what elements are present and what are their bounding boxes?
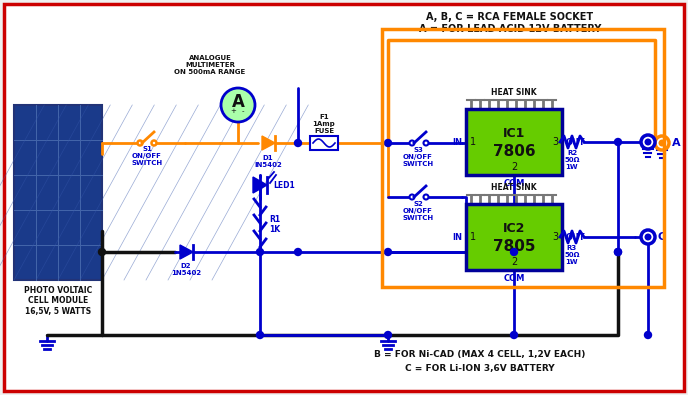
Circle shape	[385, 331, 391, 339]
Text: IN: IN	[452, 233, 462, 241]
Circle shape	[645, 233, 652, 241]
Text: S3
ON/OFF
SWITCH: S3 ON/OFF SWITCH	[402, 147, 433, 167]
Circle shape	[424, 141, 429, 145]
Text: A: A	[232, 93, 244, 111]
Text: 3: 3	[552, 137, 558, 147]
Circle shape	[645, 331, 652, 339]
Text: IC1: IC1	[503, 126, 525, 139]
Text: 2: 2	[511, 257, 517, 267]
Circle shape	[221, 88, 255, 122]
Text: 2: 2	[511, 162, 517, 172]
Text: R1
1K: R1 1K	[269, 215, 280, 234]
Circle shape	[614, 248, 621, 256]
Bar	[14, 105, 102, 280]
Bar	[382, 29, 664, 287]
Polygon shape	[180, 245, 193, 259]
Circle shape	[257, 331, 264, 339]
Circle shape	[645, 139, 652, 145]
Text: 3: 3	[552, 232, 558, 242]
Circle shape	[138, 141, 142, 145]
Text: IN: IN	[452, 137, 462, 147]
Circle shape	[641, 135, 655, 149]
Text: C: C	[658, 232, 666, 242]
Bar	[466, 204, 562, 270]
Text: -: -	[241, 108, 244, 114]
Text: LED1: LED1	[273, 181, 294, 190]
Circle shape	[294, 139, 301, 147]
Text: D1
IN5402: D1 IN5402	[254, 155, 282, 168]
Text: IC2: IC2	[503, 222, 525, 235]
Text: PHOTO VOLTAIC
CELL MODULE
16,5V, 5 WATTS: PHOTO VOLTAIC CELL MODULE 16,5V, 5 WATTS	[24, 286, 92, 316]
Text: ANALOGUE
MULTIMETER
ON 500mA RANGE: ANALOGUE MULTIMETER ON 500mA RANGE	[174, 55, 246, 75]
Circle shape	[294, 248, 301, 256]
Text: B: B	[658, 137, 667, 147]
Text: C = FOR Li-ION 3,6V BATTERY: C = FOR Li-ION 3,6V BATTERY	[405, 363, 555, 372]
Circle shape	[614, 248, 621, 256]
Text: HEAT SINK: HEAT SINK	[491, 88, 537, 97]
Text: 1: 1	[470, 232, 476, 242]
Circle shape	[257, 248, 264, 256]
Text: B = FOR Ni-CAD (MAX 4 CELL, 1,2V EACH): B = FOR Ni-CAD (MAX 4 CELL, 1,2V EACH)	[374, 350, 585, 359]
Bar	[466, 109, 562, 175]
Text: OUT: OUT	[566, 233, 585, 241]
Text: 1: 1	[470, 137, 476, 147]
Text: S2
ON/OFF
SWITCH: S2 ON/OFF SWITCH	[402, 201, 433, 221]
Circle shape	[641, 230, 655, 244]
Text: A: A	[672, 138, 680, 148]
Text: 7806: 7806	[493, 143, 535, 158]
Circle shape	[510, 248, 517, 256]
Bar	[310, 136, 338, 150]
Circle shape	[98, 248, 105, 256]
Text: +: +	[230, 108, 236, 114]
Circle shape	[409, 141, 414, 145]
Circle shape	[510, 331, 517, 339]
Circle shape	[409, 194, 414, 199]
Text: R2
50Ω
1W: R2 50Ω 1W	[564, 150, 580, 170]
Circle shape	[658, 139, 665, 147]
Text: OUT: OUT	[566, 137, 585, 147]
Polygon shape	[253, 177, 267, 193]
Text: COM: COM	[504, 274, 525, 283]
Circle shape	[151, 141, 156, 145]
Circle shape	[655, 136, 669, 150]
Circle shape	[614, 139, 621, 145]
Text: COM: COM	[504, 179, 525, 188]
Circle shape	[385, 248, 391, 256]
Text: A = FOR LEAD ACID 12V BATTERY: A = FOR LEAD ACID 12V BATTERY	[419, 24, 601, 34]
Text: 7805: 7805	[493, 239, 535, 254]
Text: A, B, C = RCA FEMALE SOCKET: A, B, C = RCA FEMALE SOCKET	[427, 12, 594, 22]
Text: HEAT SINK: HEAT SINK	[491, 183, 537, 192]
Circle shape	[424, 194, 429, 199]
Text: D2
1N5402: D2 1N5402	[171, 263, 201, 276]
Text: S1
ON/OFF
SWITCH: S1 ON/OFF SWITCH	[131, 146, 162, 166]
Text: F1
1Amp
FUSE: F1 1Amp FUSE	[312, 114, 335, 134]
Circle shape	[385, 139, 391, 147]
Polygon shape	[262, 136, 275, 150]
Text: R3
50Ω
1W: R3 50Ω 1W	[564, 245, 580, 265]
